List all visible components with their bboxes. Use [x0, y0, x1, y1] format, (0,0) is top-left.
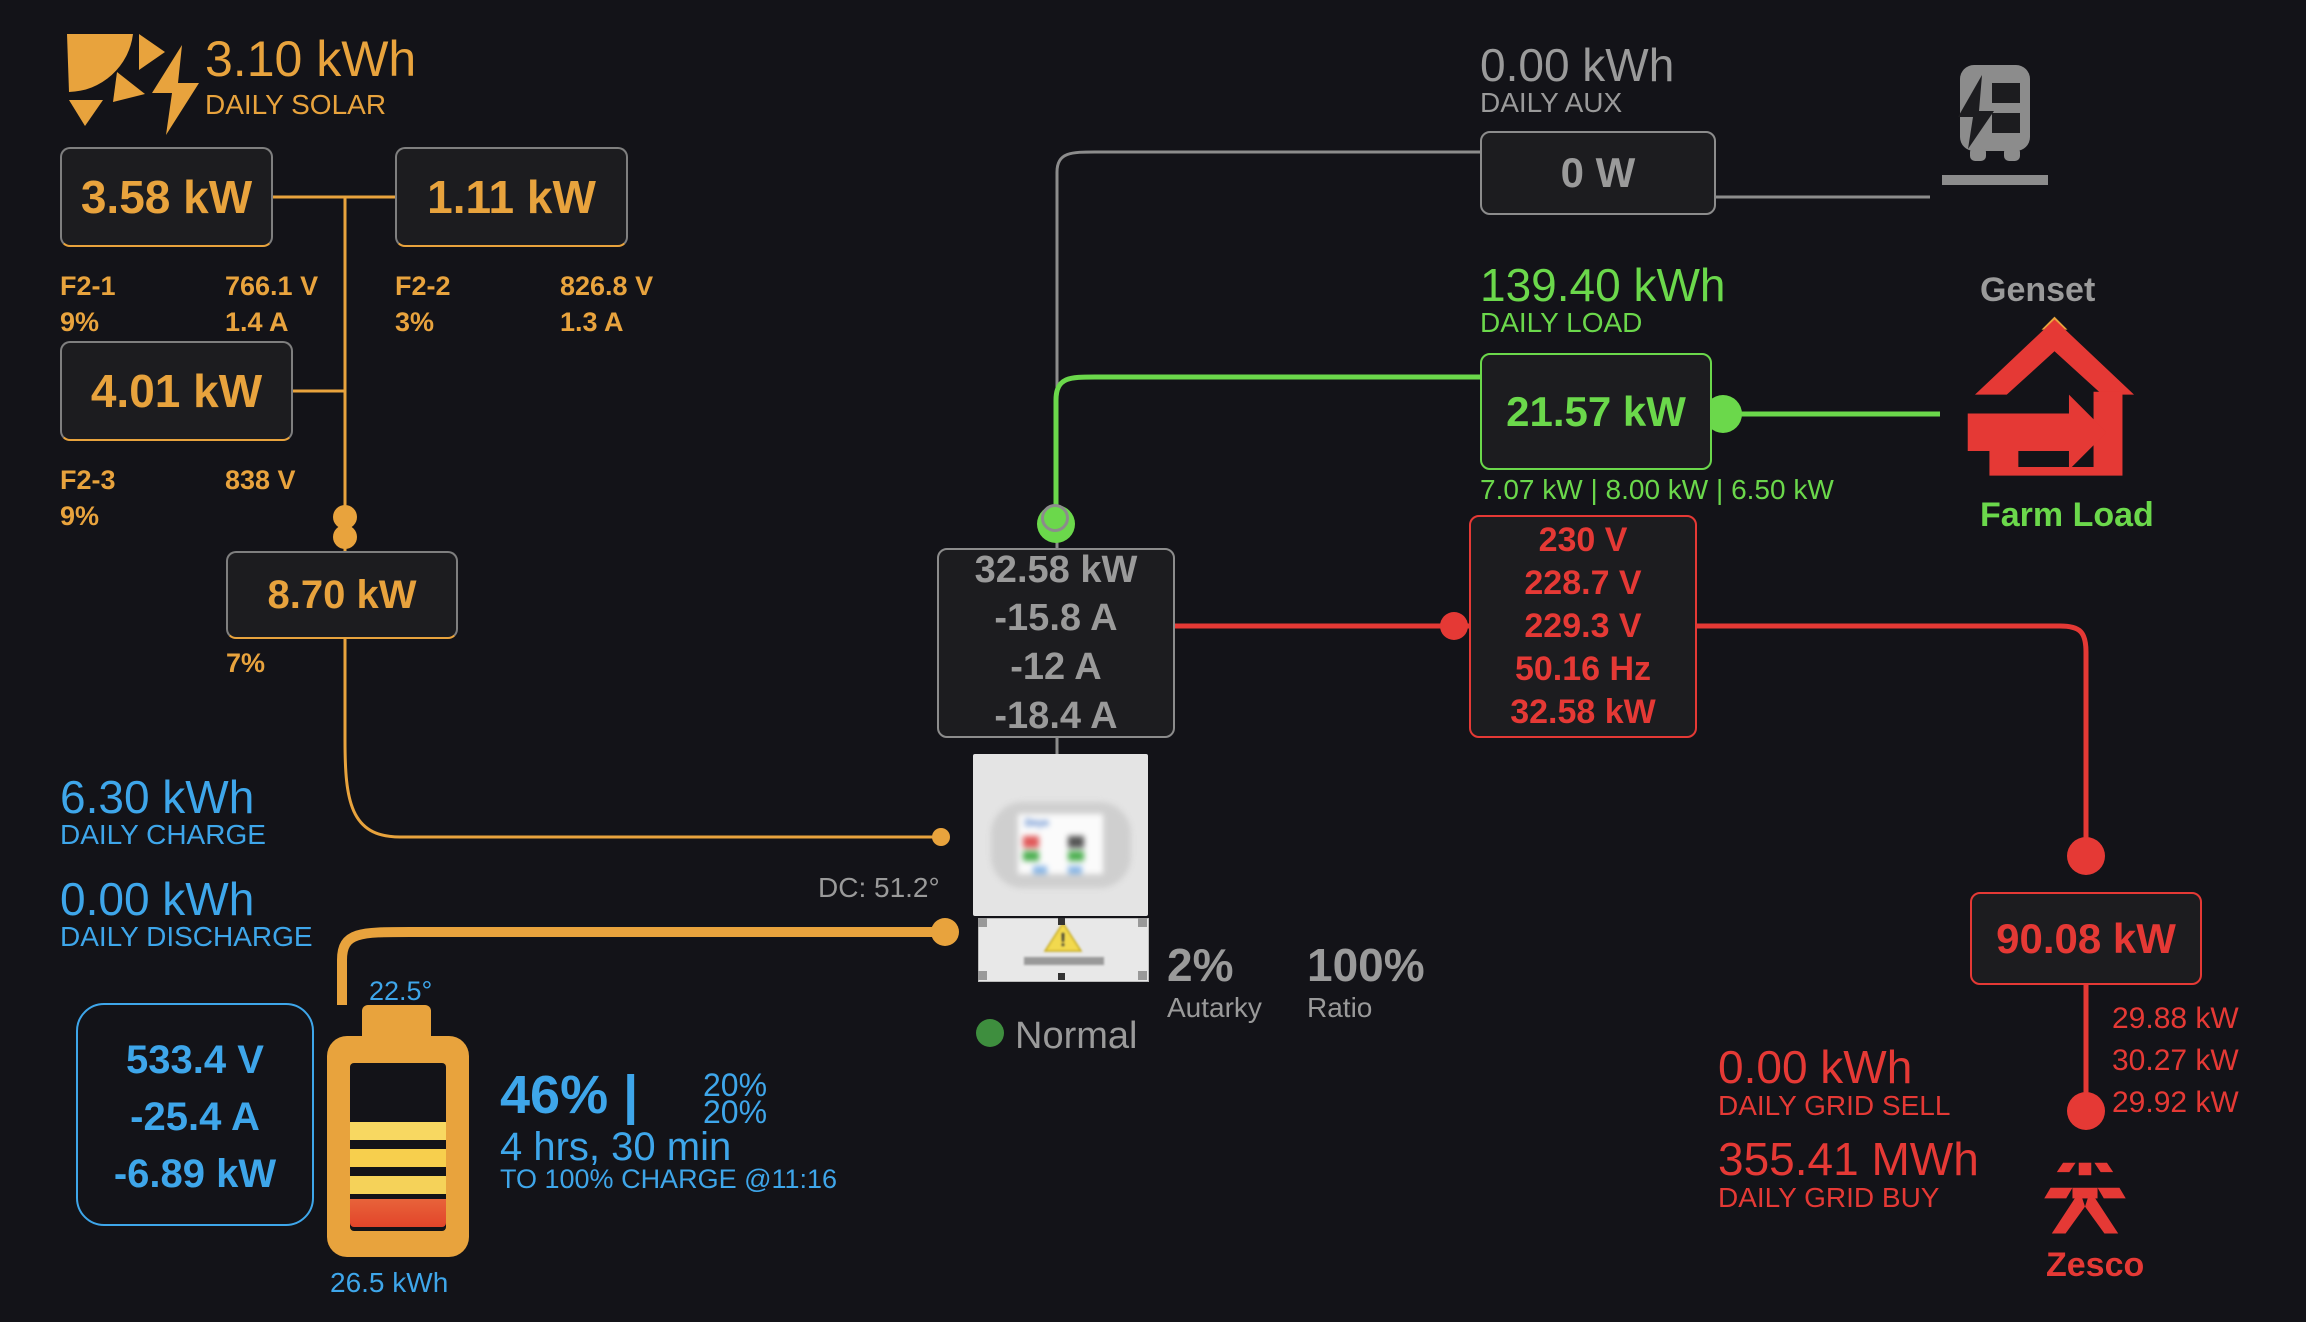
- svg-text:!: !: [1060, 930, 1066, 950]
